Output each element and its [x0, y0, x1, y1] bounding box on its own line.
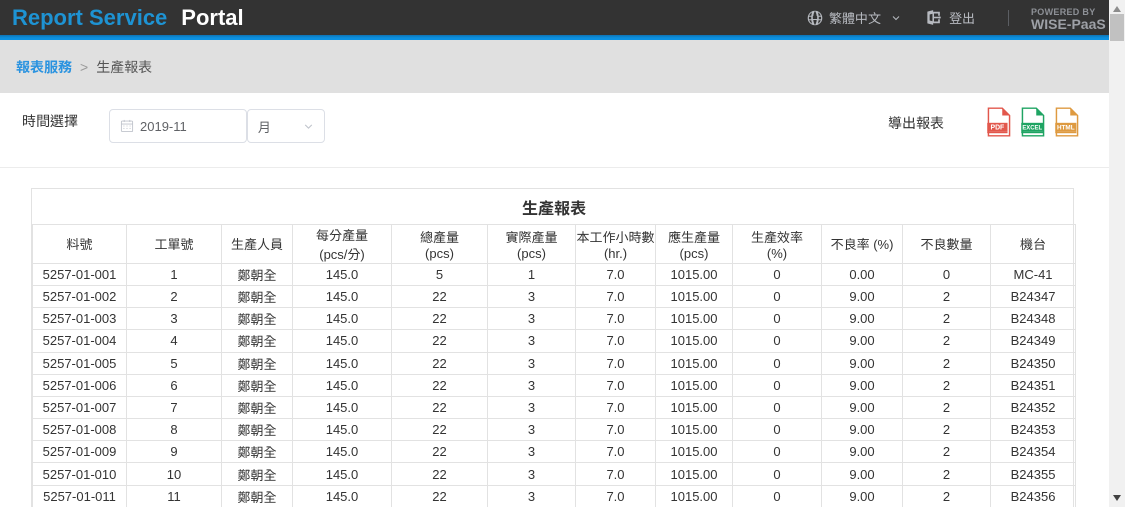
svg-text:HTML: HTML: [1057, 125, 1075, 132]
svg-text:PDF: PDF: [990, 125, 1004, 132]
svg-text:EXCEL: EXCEL: [1022, 126, 1042, 132]
